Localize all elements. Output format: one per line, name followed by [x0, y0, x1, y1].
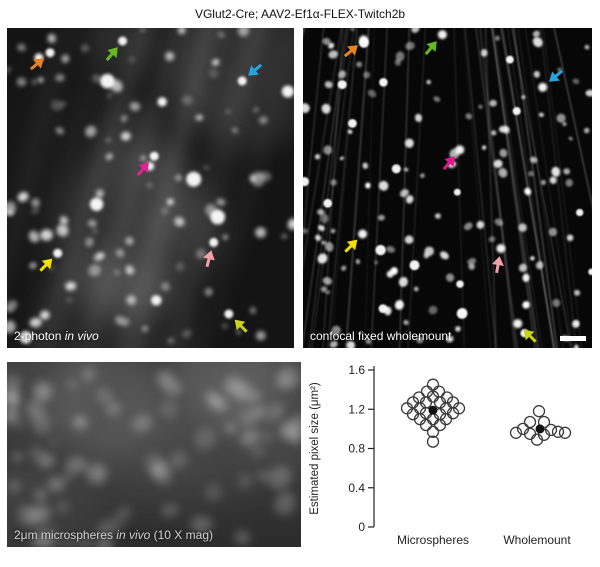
scatter-plot-pixel-size: 0 0.4 0.8 1.2 1.6 Estimated pixel size (μm²) M… — [302, 358, 598, 563]
panel-label-confocal: confocal fixed wholemount — [310, 329, 451, 343]
panel-microspheres: 2μm microspheres in vivo (10 X mag) — [7, 362, 301, 547]
label-italic: in vivo — [64, 329, 99, 343]
data-point — [433, 418, 447, 432]
data-point — [400, 402, 414, 415]
y-tick-label: 1.2 — [348, 402, 365, 416]
data-point — [532, 405, 546, 418]
data-point — [523, 415, 537, 429]
mean-point — [535, 424, 545, 434]
micrograph-microspheres — [7, 362, 301, 547]
scale-bar — [560, 336, 586, 341]
figure-title: VGlut2-Cre; AAV2-Ef1α-FLEX-Twitch2b — [194, 7, 406, 21]
label-text: 2μm microspheres — [14, 528, 117, 542]
micrograph-confocal — [303, 28, 592, 348]
label-italic: in vivo — [116, 528, 151, 542]
y-tick-label: 1.6 — [348, 363, 365, 377]
y-tick-label: 0.8 — [348, 442, 365, 456]
data-point — [426, 435, 440, 448]
scatter-plot-canvas: 0 0.4 0.8 1.2 1.6 Estimated pixel size (μm²) M… — [309, 363, 572, 547]
data-point — [509, 426, 523, 439]
data-point — [426, 425, 440, 438]
label-text: confocal fixed wholemount — [310, 329, 452, 343]
y-tick-label: 0 — [358, 520, 365, 534]
label-text: 2-photon — [14, 329, 65, 343]
y-tick-label: 0.4 — [348, 481, 365, 495]
category-label: Wholemount — [503, 533, 571, 547]
panel-label-microspheres: 2μm microspheres in vivo (10 X mag) — [14, 528, 213, 542]
y-axis-title: Estimated pixel size (μm²) — [309, 382, 321, 515]
data-point — [426, 378, 440, 391]
category-label: Microspheres — [397, 533, 469, 547]
panel-label-2photon: 2-photon in vivo — [14, 329, 99, 343]
data-point — [530, 433, 544, 446]
data-point — [551, 425, 565, 438]
panel-confocal-wholemount: confocal fixed wholemount — [303, 28, 592, 348]
panel-2photon-in-vivo: 2-photon in vivo — [7, 28, 294, 348]
mean-point — [428, 405, 438, 415]
label-text: (10 X mag) — [150, 528, 213, 542]
micrograph-2photon — [7, 28, 294, 348]
data-point — [419, 418, 433, 432]
data-point — [558, 426, 572, 439]
